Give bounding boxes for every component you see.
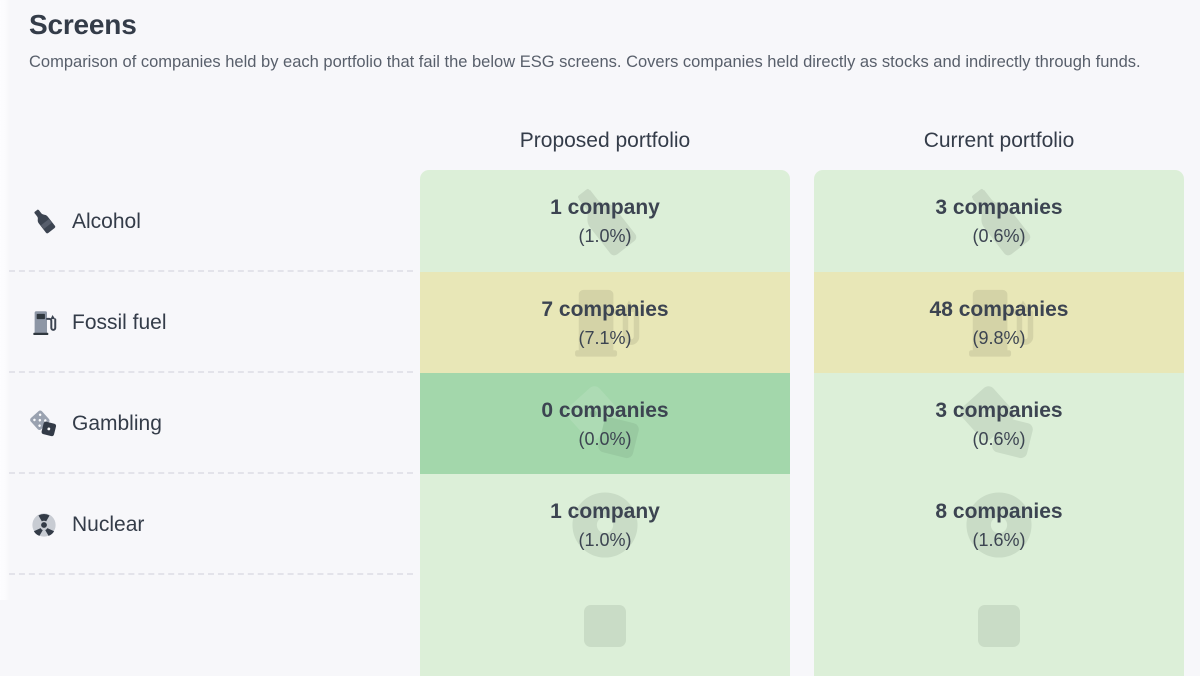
cell-proposed-alcohol[interactable]: 1 company (1.0%) bbox=[420, 170, 790, 272]
row-separator bbox=[9, 573, 413, 575]
cell-current-gambling[interactable]: 3 companies (0.6%) bbox=[814, 373, 1184, 474]
page-left-gutter bbox=[0, 0, 9, 600]
cell-percent: (9.8%) bbox=[972, 327, 1026, 348]
next-watermark-icon bbox=[957, 584, 1041, 668]
dice-watermark-icon bbox=[563, 382, 647, 466]
row-label-gambling: Gambling bbox=[29, 373, 409, 474]
screen-rows: Alcohol 1 company (1.0%) bbox=[0, 170, 1200, 676]
row-label-nuclear: Nuclear bbox=[29, 474, 409, 575]
page-header: Screens Comparison of companies held by … bbox=[29, 8, 1174, 75]
cell-proposed-fossil-fuel[interactable]: 7 companies (7.1%) bbox=[420, 272, 790, 373]
row-separator bbox=[9, 472, 413, 474]
cell-percent: (0.6%) bbox=[972, 226, 1026, 246]
cell-percent: (1.0%) bbox=[578, 529, 632, 550]
column-headers: Proposed portfolio Current portfolio bbox=[0, 126, 1200, 170]
cell-count: 3 companies bbox=[935, 196, 1063, 219]
row-label-text: Gambling bbox=[72, 412, 162, 435]
next-watermark-icon bbox=[563, 584, 647, 668]
cell-current-nuclear[interactable]: 8 companies (1.6%) bbox=[814, 474, 1184, 575]
cell-percent: (0.0%) bbox=[578, 428, 632, 449]
cell-percent: (7.1%) bbox=[578, 327, 632, 348]
cell-proposed-next[interactable] bbox=[420, 575, 790, 676]
row-separator bbox=[9, 270, 413, 272]
dice-watermark-icon bbox=[957, 382, 1041, 466]
cell-count: 1 company bbox=[550, 499, 660, 523]
cell-current-fossil-fuel[interactable]: 48 companies (9.8%) bbox=[814, 272, 1184, 373]
row-separator bbox=[9, 371, 413, 373]
cell-count: 0 companies bbox=[541, 398, 669, 422]
dice-icon bbox=[29, 409, 59, 439]
cell-count: 8 companies bbox=[935, 499, 1063, 523]
page-title: Screens bbox=[29, 9, 137, 40]
cell-percent: (1.0%) bbox=[578, 226, 632, 246]
screens-grid: Proposed portfolio Current portfolio bbox=[0, 126, 1200, 676]
cell-current-next[interactable] bbox=[814, 575, 1184, 676]
cell-count: 48 companies bbox=[929, 297, 1069, 321]
column-header-proposed: Proposed portfolio bbox=[519, 129, 691, 152]
cell-count: 3 companies bbox=[935, 398, 1063, 422]
cell-proposed-nuclear[interactable]: 1 company (1.0%) bbox=[420, 474, 790, 575]
fuel-pump-icon bbox=[29, 308, 59, 338]
row-label-text: Alcohol bbox=[72, 209, 141, 233]
cell-count: 7 companies bbox=[541, 297, 669, 321]
row-label-text: Fossil fuel bbox=[72, 311, 167, 334]
alcohol-bottle-icon bbox=[29, 206, 59, 236]
radiation-watermark-icon bbox=[563, 483, 647, 567]
table-row bbox=[0, 575, 1200, 676]
radiation-watermark-icon bbox=[957, 483, 1041, 567]
table-row: Gambling bbox=[0, 373, 1200, 474]
row-label-fossil-fuel: Fossil fuel bbox=[29, 272, 409, 373]
cell-percent: (0.6%) bbox=[972, 428, 1026, 449]
cell-current-alcohol[interactable]: 3 companies (0.6%) bbox=[814, 170, 1184, 272]
column-header-current: Current portfolio bbox=[923, 129, 1075, 152]
alcohol-bottle-watermark-icon bbox=[957, 179, 1041, 263]
page-subtitle: Comparison of companies held by each por… bbox=[29, 52, 1141, 71]
table-row: Alcohol 1 company (1.0%) bbox=[0, 170, 1200, 272]
cell-percent: (1.6%) bbox=[972, 529, 1026, 550]
fuel-pump-watermark-icon bbox=[957, 281, 1041, 365]
table-row: Fossil fuel 7 companies (7.1%) bbox=[0, 272, 1200, 373]
table-row: Nuclear 1 company (1.0%) bbox=[0, 474, 1200, 575]
alcohol-bottle-watermark-icon bbox=[563, 179, 647, 263]
row-label-next bbox=[29, 575, 409, 676]
row-label-text: Nuclear bbox=[72, 513, 145, 536]
cell-count: 1 company bbox=[550, 196, 660, 219]
row-label-alcohol: Alcohol bbox=[29, 170, 409, 272]
radiation-icon bbox=[29, 510, 59, 540]
cell-proposed-gambling[interactable]: 0 companies (0.0%) bbox=[420, 373, 790, 474]
fuel-pump-watermark-icon bbox=[563, 281, 647, 365]
